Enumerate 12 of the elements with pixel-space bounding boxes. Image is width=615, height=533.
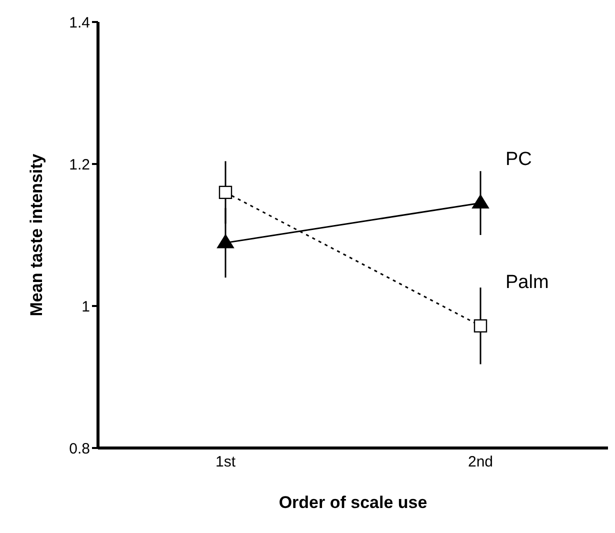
x-axis-title: Order of scale use bbox=[278, 493, 428, 512]
y-tick-label: 1 bbox=[82, 298, 90, 316]
y-axis-title: Mean taste intensity bbox=[27, 153, 46, 316]
series-label: Palm bbox=[506, 272, 549, 293]
x-tick-label: 1st bbox=[215, 454, 236, 471]
point bbox=[474, 319, 488, 332]
y-tick-label: 1.4 bbox=[69, 14, 90, 32]
point bbox=[218, 186, 232, 199]
y-tick-label: 0.8 bbox=[69, 440, 90, 458]
x-tick-label: 2nd bbox=[468, 454, 494, 471]
y-tick-label: 1.2 bbox=[69, 156, 90, 174]
series-label: PC bbox=[506, 149, 532, 170]
